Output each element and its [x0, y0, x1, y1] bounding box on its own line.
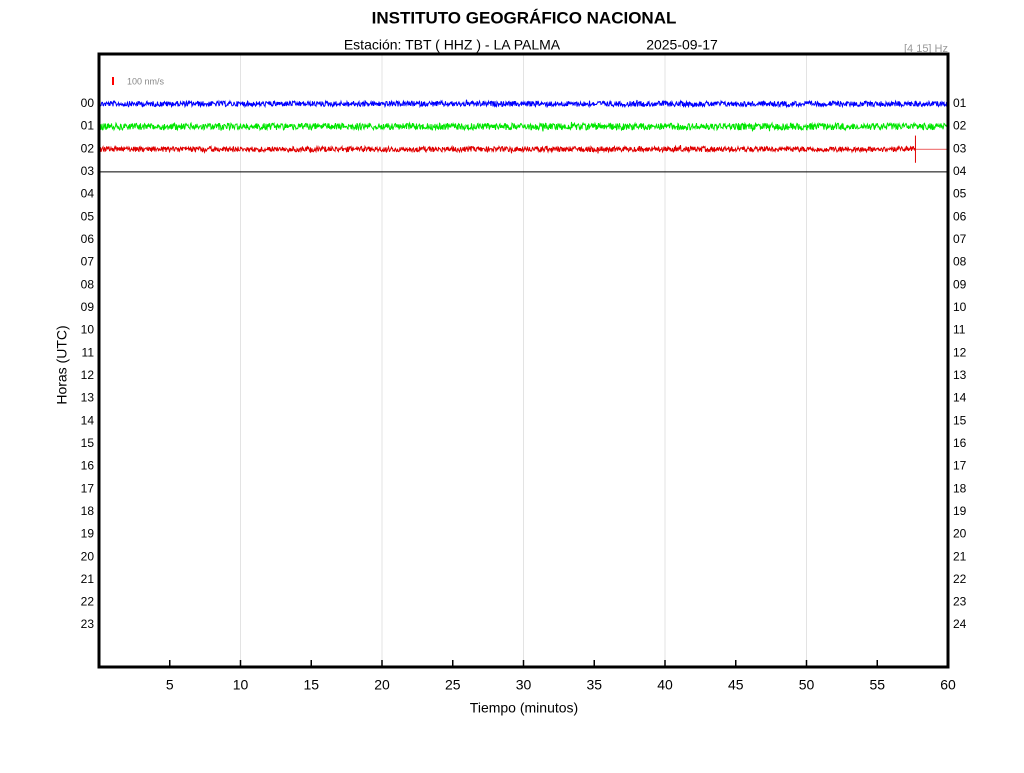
x-tick-label: 50	[799, 677, 815, 693]
y-tick-label: 23	[81, 617, 95, 631]
x-tick-label: 20	[374, 677, 390, 693]
y-axis-label: Horas (UTC)	[54, 325, 70, 404]
y2-tick-label: 18	[953, 481, 967, 495]
y-tick-label: 00	[81, 96, 95, 110]
y-tick-label: 20	[81, 549, 95, 563]
y2-tick-label: 24	[953, 617, 967, 631]
x-axis-label: Tiempo (minutos)	[470, 700, 578, 716]
y-tick-label: 16	[81, 459, 95, 473]
y-tick-label: 02	[81, 141, 95, 155]
x-tick-label: 40	[657, 677, 673, 693]
y-tick-label: 04	[81, 187, 95, 201]
x-tick-label: 5	[166, 677, 174, 693]
y-tick-label: 13	[81, 391, 95, 405]
y2-tick-label: 05	[953, 187, 967, 201]
x-tick-label: 25	[445, 677, 461, 693]
y2-tick-label: 17	[953, 459, 967, 473]
y-tick-label: 09	[81, 300, 95, 314]
y2-tick-label: 02	[953, 119, 967, 133]
subtitle: Estación: TBT ( HHZ ) - LA PALMA	[344, 37, 561, 53]
y2-tick-label: 08	[953, 255, 967, 269]
date: 2025-09-17	[646, 37, 718, 53]
y-tick-label: 12	[81, 368, 95, 382]
y-tick-label: 19	[81, 527, 95, 541]
scale-bar	[112, 77, 114, 85]
y2-tick-label: 20	[953, 527, 967, 541]
y2-tick-label: 09	[953, 277, 967, 291]
y-tick-label: 07	[81, 255, 95, 269]
trace	[98, 144, 916, 154]
y2-tick-label: 21	[953, 549, 967, 563]
y2-tick-label: 23	[953, 595, 967, 609]
trace	[98, 121, 949, 132]
y2-tick-label: 22	[953, 572, 967, 586]
y-tick-label: 22	[81, 595, 95, 609]
x-tick-label: 60	[940, 677, 956, 693]
y2-tick-label: 01	[953, 96, 967, 110]
y2-tick-label: 11	[953, 323, 966, 337]
y-tick-label: 15	[81, 436, 95, 450]
y2-tick-label: 16	[953, 436, 967, 450]
y2-tick-label: 04	[953, 164, 967, 178]
y-tick-label: 18	[81, 504, 95, 518]
trace	[98, 99, 949, 109]
y-tick-label: 10	[81, 323, 95, 337]
y-tick-label: 01	[81, 119, 95, 133]
scale-label: 100 nm/s	[127, 76, 165, 86]
y2-tick-label: 15	[953, 413, 967, 427]
x-tick-label: 15	[303, 677, 319, 693]
y-tick-label: 14	[81, 413, 95, 427]
y2-tick-label: 14	[953, 391, 967, 405]
y2-tick-label: 13	[953, 368, 967, 382]
x-tick-label: 55	[869, 677, 885, 693]
y-tick-label: 17	[81, 481, 95, 495]
y2-tick-label: 07	[953, 232, 967, 246]
y2-tick-label: 10	[953, 300, 967, 314]
y-tick-label: 08	[81, 277, 95, 291]
y-tick-label: 05	[81, 209, 95, 223]
y2-tick-label: 06	[953, 209, 967, 223]
y-tick-label: 21	[81, 572, 95, 586]
x-tick-label: 30	[516, 677, 532, 693]
plot-frame	[97, 52, 950, 669]
y2-tick-label: 19	[953, 504, 967, 518]
y-tick-label: 11	[82, 345, 95, 359]
x-tick-label: 45	[728, 677, 744, 693]
x-tick-label: 10	[233, 677, 249, 693]
y2-tick-label: 03	[953, 141, 967, 155]
filter: [4 15] Hz	[904, 43, 948, 55]
x-tick-label: 35	[586, 677, 602, 693]
chart-title: INSTITUTO GEOGRÁFICO NACIONAL	[372, 8, 677, 27]
y-tick-label: 06	[81, 232, 95, 246]
y2-tick-label: 12	[953, 345, 967, 359]
y-tick-label: 03	[81, 164, 95, 178]
